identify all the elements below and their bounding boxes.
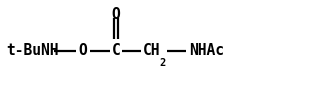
Text: t-BuNH: t-BuNH: [6, 43, 59, 58]
Text: CH: CH: [143, 43, 161, 58]
Text: O: O: [78, 43, 87, 58]
Text: NHAc: NHAc: [189, 43, 224, 58]
Text: C: C: [112, 43, 120, 58]
Text: O: O: [112, 7, 120, 22]
Text: 2: 2: [160, 58, 166, 68]
